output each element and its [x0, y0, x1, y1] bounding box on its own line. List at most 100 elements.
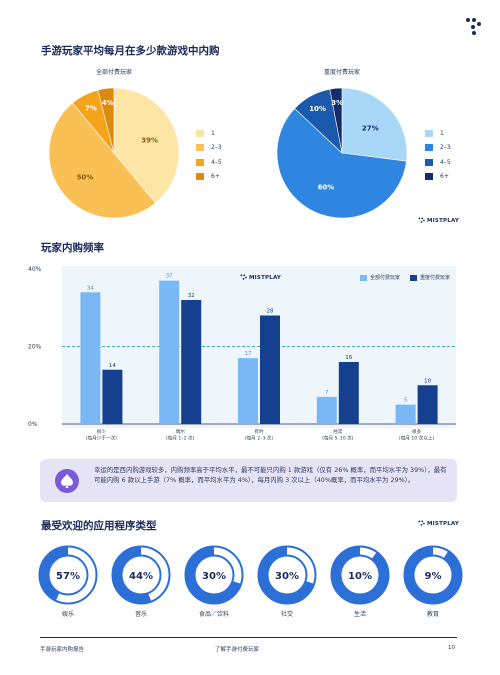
- legend-item: 6+: [196, 170, 222, 185]
- pie-right-legend: 1 2–3 4–5 6+: [425, 126, 451, 184]
- bar: [417, 385, 438, 424]
- legend-label: 2–3: [211, 144, 222, 152]
- brand-name: MISTPLAY: [427, 217, 460, 224]
- legend-label: 2–3: [440, 144, 451, 152]
- section-title-games-per-month: 手游玩家平均每月在多少款游戏中内购: [41, 45, 220, 57]
- pie-slice-label: 7%: [85, 104, 97, 112]
- legend-swatch: [196, 129, 204, 137]
- x-category-label: 有时: [254, 428, 264, 435]
- insight-callout: 幸运的是西内购游戏较多，内购频率高于平均水平，最不可能只内购 1 款游戏（仅有 …: [40, 459, 457, 502]
- legend-label: 全部付费玩家: [370, 275, 401, 281]
- x-category-label: (每月 2–3 次): [245, 435, 274, 442]
- pie-slice-label: 10%: [309, 105, 326, 113]
- donut-percent: 9%: [425, 571, 442, 582]
- pie-slice-label: 60%: [318, 184, 335, 192]
- pie-slice-label: 50%: [77, 174, 94, 182]
- donut-percent: 30%: [202, 571, 226, 582]
- donut-item: 44% 音乐: [109, 543, 173, 621]
- x-category-label: (每月少于一次): [86, 435, 117, 442]
- mistplay-mark-icon: [418, 520, 425, 526]
- donut-label: 生活: [353, 611, 366, 618]
- bar-value-label: 10: [424, 378, 431, 384]
- legend-item: 6+: [425, 170, 451, 185]
- pie-slice-label: 4%: [102, 99, 114, 107]
- legend-item: 2–3: [196, 141, 222, 156]
- donut-chart: 9%: [403, 545, 463, 605]
- donut-highlight: [40, 547, 96, 603]
- donut-highlight: [186, 547, 242, 603]
- pie-slice: [276, 108, 407, 219]
- pie-left-legend: 1 2–3 4–5 6+: [196, 126, 222, 184]
- bar: [159, 280, 180, 424]
- bar-value-label: 14: [109, 363, 116, 369]
- x-category-label: (每月 1–2 次): [166, 435, 195, 442]
- legend-item: 4–5: [196, 155, 222, 170]
- donut-chart: 57%: [38, 545, 98, 605]
- donut-item: 30% 食品／饮料: [182, 543, 246, 621]
- pie-slice-label: 39%: [141, 137, 158, 145]
- bar-value-label: 16: [345, 355, 352, 361]
- section-title-app-types: 最受欢迎的应用程序类型: [41, 520, 157, 532]
- donut-item: 10% 生活: [328, 543, 392, 621]
- legend-label: 6+: [440, 173, 449, 181]
- brand-logo: MISTPLAY: [240, 274, 281, 281]
- x-category-label: 偶尔: [176, 428, 186, 435]
- bar-chart-purchase-frequency: 0% 20% 40% 34 14 很少(每月少于一次) 37 32 偶尔(每月 1–2 次) 17…: [28, 266, 456, 442]
- donut-percent: 30%: [275, 571, 299, 582]
- legend-item: 1: [196, 126, 222, 141]
- legend-swatch: [196, 158, 204, 166]
- donut-label: 教育: [426, 611, 439, 618]
- mistplay-mark-icon: [418, 217, 425, 223]
- bar: [395, 404, 416, 424]
- bar-value-label: 34: [87, 285, 94, 291]
- y-tick-label: 0%: [28, 421, 38, 428]
- donut-chart: 30%: [184, 545, 244, 605]
- legend-item: 4–5: [425, 155, 451, 170]
- callout-text: 幸运的是西内购游戏较多，内购频率高于平均水平，最不可能只内购 1 款游戏（仅有 …: [94, 466, 447, 484]
- legend-label: 1: [211, 129, 215, 137]
- legend-label: 4–5: [211, 158, 222, 166]
- pie-slice: [329, 87, 343, 154]
- bar: [181, 300, 202, 424]
- bar: [338, 362, 359, 424]
- legend-swatch: [425, 129, 433, 137]
- legend-item: 1: [425, 126, 451, 141]
- mistplay-dots-icon: [466, 18, 481, 35]
- legend-swatch: [425, 158, 433, 166]
- donut-label: 食品／饮料: [198, 611, 229, 618]
- donut-percent: 44%: [129, 571, 153, 582]
- x-category-label: (每月 10 次以上): [399, 435, 435, 442]
- x-category-label: 很少: [97, 428, 107, 435]
- legend-swatch: [410, 274, 418, 281]
- donut-highlight: [332, 547, 388, 603]
- footer-section-title: 了解手游付费玩家: [215, 647, 260, 653]
- donut-percent: 10%: [348, 571, 372, 582]
- donut-chart: 10%: [330, 545, 390, 605]
- pie-chart-heavy-payers: 27% 60% 10% 3%: [276, 87, 408, 219]
- donut-chart: 44%: [111, 545, 171, 605]
- brand-logo: MISTPLAY: [418, 520, 459, 527]
- legend-label: 1: [440, 129, 444, 137]
- bar-value-label: 37: [166, 274, 173, 280]
- legend-label: 4–5: [440, 158, 451, 166]
- bar-value-label: 5: [404, 398, 408, 404]
- donut-row: 57% 娱乐 44% 音乐 30% 食品／饮料 30% 社交 10% 生活 9% 教育: [36, 543, 466, 621]
- brand-logo: MISTPLAY: [418, 217, 459, 224]
- page-number: 10: [448, 645, 455, 651]
- pie-slice: [48, 102, 156, 219]
- bar-value-label: 7: [325, 390, 329, 396]
- pie-slice: [97, 87, 115, 154]
- legend-swatch: [360, 274, 367, 281]
- x-category-label: (每月 5–10 次): [322, 435, 354, 442]
- legend-label: 重度付费玩家: [420, 275, 451, 281]
- donut-label: 娱乐: [61, 611, 74, 618]
- pie-left-label: 全部付费玩家: [95, 69, 132, 76]
- legend-swatch: [425, 144, 433, 152]
- legend-label: 6+: [211, 173, 220, 181]
- donut-highlight: [259, 547, 315, 603]
- bar: [80, 292, 101, 424]
- footer-report-title: 手游玩家内购报告: [40, 647, 85, 653]
- pie-slice-label: 27%: [362, 125, 379, 133]
- bar-value-label: 32: [188, 293, 195, 299]
- donut-track: [403, 545, 463, 605]
